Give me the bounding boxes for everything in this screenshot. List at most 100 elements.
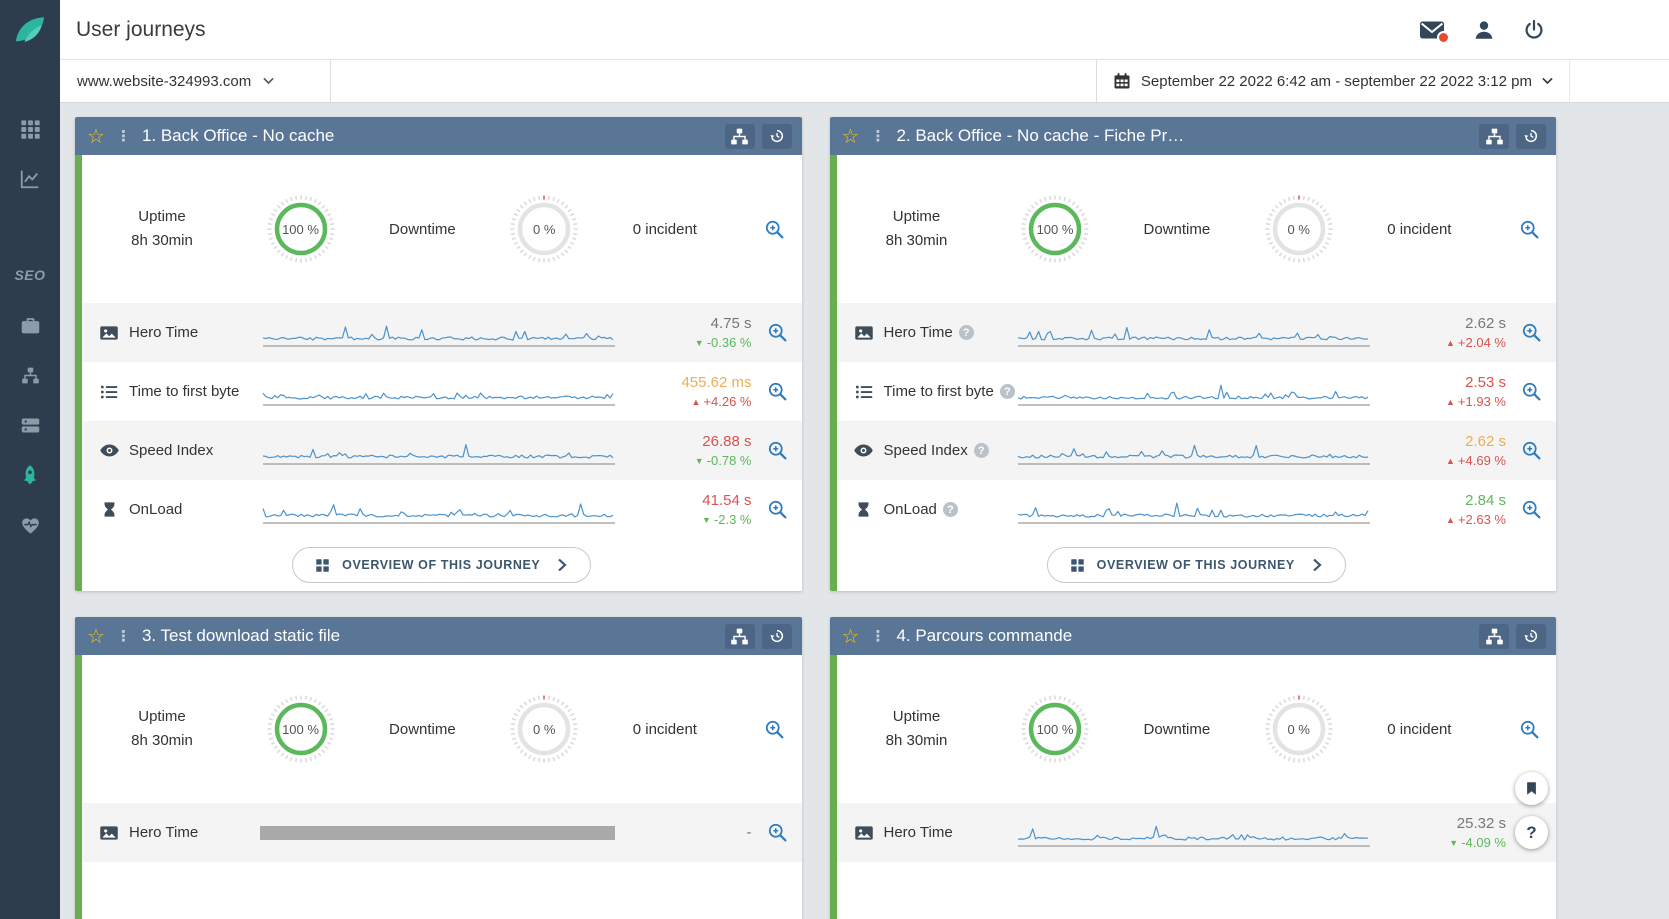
sidebar-item-health[interactable] (0, 500, 60, 550)
zoom-availability-button[interactable] (751, 719, 785, 740)
app-logo[interactable] (0, 0, 60, 60)
metric-value: 455.62 ms (681, 373, 752, 391)
bookmark-button[interactable] (1515, 772, 1548, 805)
downtime-label: Downtime (1143, 220, 1211, 238)
uptime-gauge: 100 % (1021, 195, 1089, 263)
sidebar-item-user-journeys[interactable] (0, 450, 60, 500)
zoom-metric-button[interactable] (754, 440, 788, 461)
uptime-gauge: 100 % (267, 195, 335, 263)
chevron-down-icon (263, 77, 274, 85)
metric-delta: ▲ +4.26 % (634, 393, 752, 411)
journey-card-body: Uptime 8h 30min 100 % Downtime 0 % 0 incident… (75, 655, 802, 919)
sidebar-item-seo[interactable]: SEO (14, 267, 46, 283)
toolbar-tail (1569, 60, 1669, 102)
drag-handle-icon[interactable]: ⋮ (115, 128, 131, 145)
eye-icon (853, 440, 875, 461)
journey-history-button[interactable] (761, 123, 792, 149)
hourglass-icon (98, 501, 120, 518)
favorite-star-icon[interactable]: ☆ (87, 125, 105, 148)
journey-history-button[interactable] (1516, 623, 1546, 649)
zoom-metric-button[interactable] (1508, 499, 1542, 520)
uptime-duration: 8h 30min (131, 232, 193, 249)
uptime-title: Uptime (138, 708, 186, 725)
journey-steps-button[interactable] (1479, 623, 1509, 649)
date-range-picker[interactable]: September 22 2022 6:42 am - september 22… (1095, 60, 1569, 102)
uptime-title: Uptime (892, 708, 941, 725)
zoom-metric-button[interactable] (754, 381, 788, 402)
downtime-gauge: 0 % (510, 695, 578, 763)
heart-pulse-icon (20, 515, 41, 536)
messages-button[interactable] (1419, 19, 1450, 44)
metric-row: Hero Time 25.32 s ▼ -4.09 % (836, 803, 1556, 862)
metric-value-block: 2.62 s ▲ +2.04 % (1388, 313, 1508, 352)
gauge-value: 0 % (533, 721, 556, 737)
journey-steps-button[interactable] (724, 123, 755, 149)
metric-sparkline (260, 313, 618, 353)
bookmark-icon (1524, 780, 1539, 797)
overview-journey-button[interactable]: OVERVIEW OF THIS JOURNEY (292, 547, 592, 583)
sidebar-item-analytics[interactable] (0, 154, 60, 204)
account-button[interactable] (1473, 19, 1495, 41)
journey-history-button[interactable] (761, 623, 792, 649)
sparkline (262, 502, 615, 524)
overview-journey-button[interactable]: OVERVIEW OF THIS JOURNEY (1046, 547, 1346, 583)
metric-row: Hero Time 4.75 s ▼ -0.36 % (82, 303, 802, 362)
metric-value-block: 26.88 s ▼ -0.78 % (634, 431, 754, 470)
sparkline (1017, 326, 1370, 347)
history-icon (1523, 128, 1539, 144)
overview-button-label: OVERVIEW OF THIS JOURNEY (1096, 558, 1295, 572)
sidebar-item-business[interactable] (0, 300, 60, 350)
metric-sparkline (260, 490, 618, 530)
help-tooltip-icon[interactable]: ? (973, 443, 989, 458)
magnifier-plus-icon (1521, 381, 1542, 402)
zoom-availability-button[interactable] (751, 219, 785, 240)
zoom-metric-button[interactable] (1508, 440, 1542, 461)
journey-card-header: ☆ ⋮ 4. Parcours commande (829, 617, 1556, 655)
filters-toolbar: www.website-324993.com September 22 2022… (60, 60, 1669, 103)
journey-steps-button[interactable] (724, 623, 755, 649)
drag-handle-icon[interactable]: ⋮ (115, 628, 131, 645)
sidebar-item-scenarios[interactable] (0, 350, 60, 400)
calendar-icon (1113, 72, 1131, 90)
page-title: User journeys (76, 17, 206, 41)
journey-title: 1. Back Office - No cache (141, 126, 335, 145)
help-tooltip-icon[interactable]: ? (942, 502, 958, 517)
zoom-availability-button[interactable] (1506, 219, 1540, 240)
sitemap-icon (1485, 627, 1504, 646)
logout-button[interactable] (1523, 19, 1545, 41)
sidebar-item-dashboard[interactable] (0, 104, 60, 154)
image-icon (853, 823, 875, 843)
zoom-metric-button[interactable] (754, 322, 788, 343)
zoom-availability-button[interactable] (1506, 719, 1540, 740)
help-tooltip-icon[interactable]: ? (999, 384, 1015, 399)
zoom-metric-button[interactable] (754, 822, 788, 843)
history-icon (769, 128, 785, 144)
zoom-metric-button[interactable] (1508, 322, 1542, 343)
favorite-star-icon[interactable]: ☆ (841, 625, 860, 648)
metric-value-block: 455.62 ms ▲ +4.26 % (634, 372, 754, 411)
help-button[interactable]: ? (1515, 816, 1548, 849)
help-tooltip-icon[interactable]: ? (958, 325, 974, 340)
metric-value: 25.32 s (1456, 814, 1506, 832)
site-selector[interactable]: www.website-324993.com (60, 60, 331, 102)
journey-history-button[interactable] (1516, 123, 1546, 149)
drag-handle-icon[interactable]: ⋮ (870, 628, 886, 645)
journey-title: 4. Parcours commande (896, 626, 1073, 645)
drag-handle-icon[interactable]: ⋮ (870, 128, 886, 145)
availability-summary: Uptime 8h 30min 100 % Downtime 0 % 0 incident (82, 155, 802, 303)
metric-delta: ▼ -2.3 % (634, 511, 752, 529)
sidebar-item-servers[interactable] (0, 400, 60, 450)
metric-value-block: 2.62 s ▲ +4.69 % (1388, 431, 1508, 470)
journey-steps-button[interactable] (1479, 123, 1509, 149)
favorite-star-icon[interactable]: ☆ (87, 625, 105, 648)
journey-card: ☆ ⋮ 3. Test download static file Uptime 8h 3… (75, 617, 802, 919)
metric-row: OnLoad? 2.84 s ▲ +2.63 % (837, 480, 1557, 539)
favorite-star-icon[interactable]: ☆ (841, 125, 860, 148)
metric-label: Speed Index (883, 442, 968, 459)
journey-card-header: ☆ ⋮ 2. Back Office - No cache - Fiche Pr… (829, 117, 1556, 155)
zoom-metric-button[interactable] (1508, 381, 1542, 402)
chevron-right-icon (556, 558, 568, 572)
zoom-metric-button[interactable] (754, 499, 788, 520)
uptime-duration: 8h 30min (131, 732, 193, 749)
server-stack-icon (20, 415, 41, 436)
